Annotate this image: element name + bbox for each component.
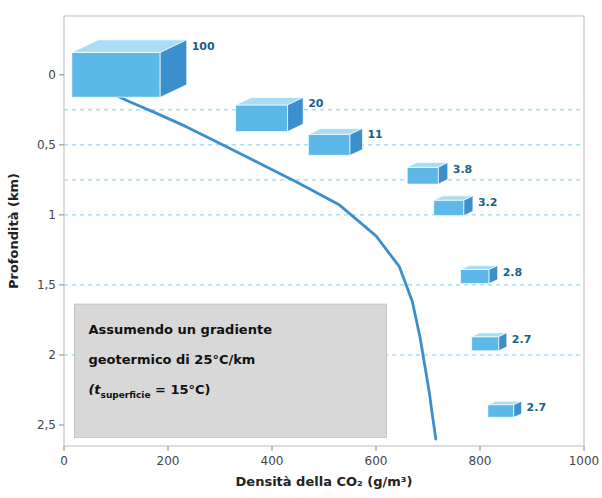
annotation-box [74, 304, 386, 437]
annotation-text: Assumendo un gradiente [88, 322, 272, 337]
annotation: Assumendo un gradiente geotermico di 25°C… [74, 304, 386, 437]
cube-front [434, 200, 464, 215]
x-tick [168, 446, 169, 451]
cube-label: 3.2 [478, 196, 498, 209]
x-tick [64, 446, 65, 451]
y-tick-label: 0 [48, 68, 56, 82]
cube [72, 40, 187, 97]
x-tick-label: 0 [60, 454, 68, 468]
y-tick [59, 214, 64, 215]
cube [407, 163, 448, 185]
cube-side [514, 401, 522, 417]
y-tick-label: 1,5 [37, 278, 56, 292]
cube-label: 2.8 [503, 266, 523, 279]
annotation-text: geotermico di 25°C/km [88, 352, 255, 367]
x-tick [480, 446, 481, 451]
cube-side [464, 196, 473, 216]
x-tick-label: 800 [469, 454, 492, 468]
cube-side [288, 97, 304, 131]
annotation-text: (t [88, 382, 101, 397]
x-tick [376, 446, 377, 451]
cube-side [499, 333, 507, 351]
annotation-formula: (tsuperficie = 15°C) [88, 382, 210, 400]
x-tick-label: 1000 [569, 454, 600, 468]
annotation-text: superficie [101, 390, 151, 400]
y-tick [59, 74, 64, 75]
reference-line [64, 214, 584, 215]
reference-line [64, 109, 584, 110]
cube-side [350, 128, 362, 155]
chart: 0 200 400 600 800 1000 0 0,5 1 1,5 2 2,5 Densità del… [0, 0, 602, 498]
x-axis-label: Densità della CO₂ (g/m³) [236, 474, 413, 489]
y-tick-label: 0,5 [37, 138, 56, 152]
marks [72, 40, 522, 439]
curve [74, 64, 435, 439]
reference-line [64, 179, 584, 180]
cube-side [489, 266, 498, 284]
cube-front [461, 270, 490, 284]
cube-front [72, 52, 160, 97]
annotation-text: = 15°C) [151, 382, 211, 397]
plot-frame [64, 16, 584, 446]
cube-label: 2.7 [527, 401, 547, 414]
cube-front [488, 405, 514, 418]
cube [472, 333, 507, 351]
cube-front [308, 134, 350, 155]
y-tick-label: 2,5 [37, 418, 56, 432]
y-tick [59, 144, 64, 145]
x-tick [272, 446, 273, 451]
x-tick-label: 200 [157, 454, 180, 468]
x-tick-label: 600 [365, 454, 388, 468]
cube-side [160, 40, 187, 97]
y-tick-label: 1 [48, 208, 56, 222]
y-tick [59, 284, 64, 285]
cube-label: 3.8 [453, 163, 473, 176]
y-tick-label: 2 [48, 348, 56, 362]
cube [308, 128, 362, 155]
cube-label: 100 [192, 40, 215, 53]
cube-side [438, 163, 447, 185]
cube-front [407, 167, 438, 184]
cube-label: 20 [308, 97, 324, 110]
cube [236, 97, 304, 131]
cube-label: 11 [367, 128, 382, 141]
x-tick-label: 400 [261, 454, 284, 468]
cube-front [236, 105, 288, 132]
background [0, 0, 602, 498]
reference-line [64, 284, 584, 285]
axes: 0 200 400 600 800 1000 0 0,5 1 1,5 2 2,5 [37, 68, 599, 468]
y-axis-label: Profondità (km) [6, 173, 21, 289]
cube [488, 401, 522, 417]
cube [434, 196, 473, 216]
cube [461, 266, 498, 284]
y-tick [59, 354, 64, 355]
cube-label: 2.7 [512, 333, 532, 346]
y-tick [59, 424, 64, 425]
x-tick [584, 446, 585, 451]
cube-front [472, 337, 499, 351]
